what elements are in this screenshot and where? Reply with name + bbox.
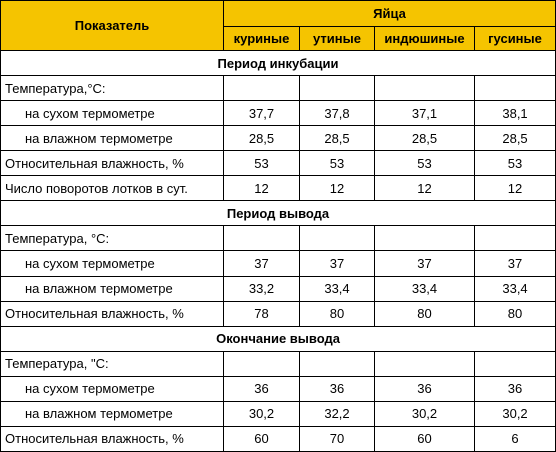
value-cell: 37,1 [374,100,475,127]
row-label: на влажном термометре [0,275,224,302]
value-cell: 28,5 [374,125,475,152]
section-row: Период инкубации [0,50,556,77]
row-label: на сухом термометре [0,375,224,402]
value-cell [473,75,556,102]
value-cell: 53 [299,150,375,177]
value-cell: 60 [223,425,300,452]
row-label: Температура, "С: [0,350,224,377]
value-cell: 80 [473,300,556,327]
row-label: Относительная влажность, % [0,425,224,452]
table-row: Температура, °С: [0,225,556,252]
header-row-columns: куриные утиные индюшиные гусиные [1,26,556,52]
row-label: Температура, °С: [0,225,224,252]
value-cell: 37 [374,250,475,277]
value-cell: 33,4 [374,275,475,302]
row-label: Относительная влажность, % [0,150,224,177]
value-cell [223,75,300,102]
table-row: на сухом термометре 36 36 36 36 [0,375,556,402]
value-cell: 37 [473,250,556,277]
value-cell: 80 [374,300,475,327]
section-row: Окончание вывода [0,325,556,352]
section-title: Период вывода [0,200,556,227]
row-label: на влажном термометре [0,400,224,427]
table-row: на сухом термометре 37,7 37,8 37,1 38,1 [0,100,556,127]
value-cell: 53 [374,150,475,177]
value-cell: 36 [473,375,556,402]
value-cell: 70 [299,425,375,452]
value-cell: 28,5 [223,125,300,152]
section-title: Окончание вывода [0,325,556,352]
table-row: Температура,°С: [0,75,556,102]
value-cell: 80 [299,300,375,327]
value-cell: 12 [299,175,375,202]
header-row-top: Показатель Яйца [0,0,556,52]
column-header-goose: гусиные [473,26,556,52]
table-row: на влажном термометре 33,2 33,4 33,4 33,4 [0,275,556,302]
value-cell: 37 [223,250,300,277]
section-title: Период инкубации [0,50,556,77]
row-label: Число поворотов лотков в сут. [0,175,224,202]
table-row: Относительная влажность, % 78 80 80 80 [0,300,556,327]
value-cell: 38,1 [473,100,556,127]
table-row: на влажном термометре 28,5 28,5 28,5 28,5 [0,125,556,152]
value-cell: 30,2 [374,400,475,427]
row-label: Относительная влажность, % [0,300,224,327]
value-cell: 12 [223,175,300,202]
value-cell: 33,2 [223,275,300,302]
table-row: Число поворотов лотков в сут. 12 12 12 12 [0,175,556,202]
value-cell [473,225,556,252]
value-cell [473,350,556,377]
value-cell: 37 [299,250,375,277]
row-label: на сухом термометре [0,250,224,277]
value-cell: 53 [473,150,556,177]
value-cell: 37,7 [223,100,300,127]
value-cell [374,350,475,377]
value-cell: 32,2 [299,400,375,427]
value-cell: 30,2 [223,400,300,427]
value-cell: 12 [374,175,475,202]
value-cell [223,350,300,377]
value-cell: 30,2 [473,400,556,427]
value-cell: 28,5 [473,125,556,152]
table-row: Относительная влажность, % 53 53 53 53 [0,150,556,177]
value-cell: 37,8 [299,100,375,127]
row-label: на влажном термометре [0,125,224,152]
value-cell: 33,4 [473,275,556,302]
value-cell: 12 [473,175,556,202]
value-cell: 53 [223,150,300,177]
header-indicator: Показатель [0,0,224,52]
column-header-chicken: куриные [223,26,300,52]
table-row: Температура, "С: [0,350,556,377]
value-cell: 78 [223,300,300,327]
row-label: Температура,°С: [0,75,224,102]
column-header-duck: утиные [299,26,375,52]
value-cell [299,350,375,377]
value-cell: 36 [223,375,300,402]
header-eggs: Яйца [222,0,556,28]
value-cell: 6 [473,425,556,452]
value-cell: 36 [299,375,375,402]
column-header-turkey: индюшиные [374,26,475,52]
section-row: Период вывода [0,200,556,227]
value-cell: 33,4 [299,275,375,302]
value-cell: 36 [374,375,475,402]
value-cell [223,225,300,252]
value-cell [374,75,475,102]
table-row: на сухом термометре 37 37 37 37 [0,250,556,277]
row-label: на сухом термометре [0,100,224,127]
table-row: Относительная влажность, % 60 70 60 6 [0,425,556,452]
value-cell [299,75,375,102]
value-cell: 28,5 [299,125,375,152]
value-cell [299,225,375,252]
table-row: на влажном термометре 30,2 32,2 30,2 30,2 [0,400,556,427]
value-cell: 60 [374,425,475,452]
value-cell [374,225,475,252]
